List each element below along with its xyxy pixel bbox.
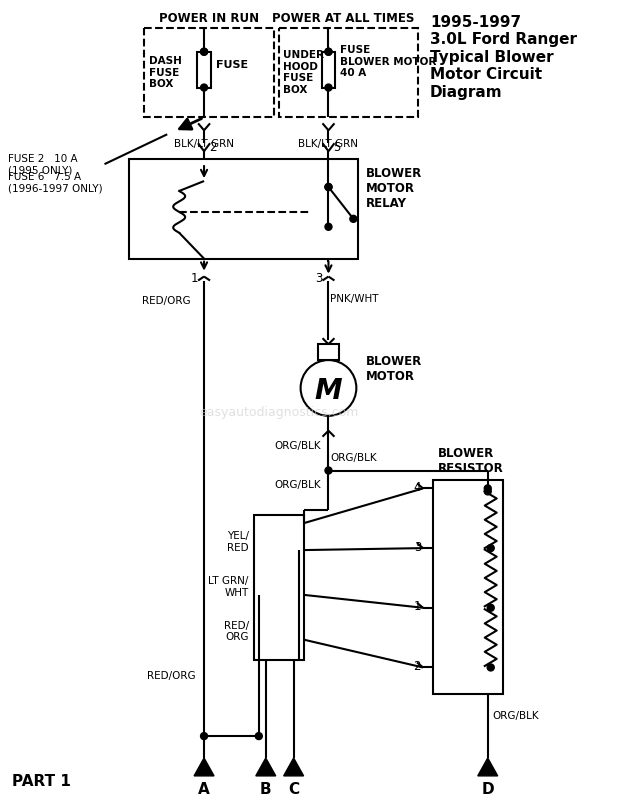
- Circle shape: [201, 48, 208, 55]
- Text: 1: 1: [190, 272, 198, 285]
- Bar: [129, 159, 358, 258]
- Circle shape: [201, 48, 208, 55]
- Text: PART 1: PART 1: [12, 774, 71, 789]
- Circle shape: [325, 223, 332, 230]
- Text: YEL/
RED: YEL/ RED: [227, 531, 249, 553]
- Text: BLK/LT GRN: BLK/LT GRN: [298, 139, 358, 150]
- Bar: [318, 344, 339, 360]
- Text: FUSE 6   7.5 A
(1996-1997 ONLY): FUSE 6 7.5 A (1996-1997 ONLY): [8, 172, 103, 194]
- Circle shape: [325, 84, 332, 91]
- Text: easyautodiagnostics.com: easyautodiagnostics.com: [199, 406, 358, 419]
- Circle shape: [325, 48, 332, 55]
- Circle shape: [487, 664, 494, 671]
- Circle shape: [255, 733, 262, 739]
- Text: BLOWER
MOTOR: BLOWER MOTOR: [366, 355, 423, 383]
- Text: RED/
ORG: RED/ ORG: [224, 621, 249, 642]
- Bar: [145, 28, 274, 118]
- Text: 2: 2: [413, 660, 421, 673]
- Text: B: B: [260, 782, 271, 797]
- Text: FUSE: FUSE: [216, 60, 248, 70]
- Text: ORG/BLK: ORG/BLK: [274, 481, 321, 490]
- Text: 3: 3: [413, 541, 421, 554]
- Circle shape: [325, 48, 332, 55]
- Text: BLOWER
RESISTOR: BLOWER RESISTOR: [438, 447, 504, 475]
- Text: 3: 3: [315, 272, 323, 285]
- Bar: [321, 52, 336, 87]
- Text: RED/ORG: RED/ORG: [142, 297, 190, 306]
- Text: PNK/WHT: PNK/WHT: [331, 294, 379, 305]
- Circle shape: [325, 467, 332, 474]
- Bar: [433, 481, 502, 694]
- Text: 5: 5: [334, 141, 341, 154]
- Circle shape: [325, 183, 332, 190]
- Circle shape: [201, 733, 208, 739]
- Text: RED/ORG: RED/ORG: [148, 671, 196, 682]
- Circle shape: [485, 488, 491, 495]
- Text: POWER AT ALL TIMES: POWER AT ALL TIMES: [272, 12, 415, 25]
- Circle shape: [487, 545, 494, 551]
- Text: POWER IN RUN: POWER IN RUN: [159, 12, 259, 25]
- Text: M: M: [315, 377, 342, 405]
- Bar: [279, 28, 418, 118]
- Text: ORG/BLK: ORG/BLK: [330, 453, 377, 462]
- Text: 4: 4: [413, 481, 421, 494]
- Polygon shape: [478, 758, 497, 776]
- Polygon shape: [256, 758, 276, 776]
- Polygon shape: [194, 758, 214, 776]
- Text: UNDER
HOOD
FUSE
BOX: UNDER HOOD FUSE BOX: [282, 50, 324, 95]
- Text: C: C: [288, 782, 299, 797]
- Polygon shape: [284, 758, 303, 776]
- Text: 1995-1997
3.0L Ford Ranger
Typical Blower
Motor Circuit
Diagram: 1995-1997 3.0L Ford Ranger Typical Blowe…: [430, 15, 577, 99]
- Bar: [254, 515, 303, 659]
- Text: ORG/BLK: ORG/BLK: [274, 441, 321, 450]
- Text: DASH
FUSE
BOX: DASH FUSE BOX: [150, 56, 182, 90]
- Circle shape: [325, 183, 332, 190]
- Circle shape: [300, 360, 357, 416]
- Text: ORG/BLK: ORG/BLK: [493, 711, 540, 722]
- Text: FUSE
BLOWER MOTOR
40 A: FUSE BLOWER MOTOR 40 A: [341, 45, 437, 78]
- Text: FUSE 2   10 A
(1995 ONLY): FUSE 2 10 A (1995 ONLY): [8, 154, 78, 176]
- Text: 1: 1: [413, 600, 421, 614]
- Circle shape: [201, 84, 208, 91]
- Circle shape: [487, 604, 494, 611]
- Text: D: D: [481, 782, 494, 797]
- Text: BLK/LT GRN: BLK/LT GRN: [174, 139, 234, 150]
- Bar: [197, 52, 211, 87]
- Text: BLOWER
MOTOR
RELAY: BLOWER MOTOR RELAY: [366, 167, 423, 210]
- Circle shape: [485, 485, 491, 492]
- Text: A: A: [198, 782, 210, 797]
- Text: 2: 2: [209, 141, 216, 154]
- Circle shape: [350, 215, 357, 222]
- Text: LT GRN/
WHT: LT GRN/ WHT: [208, 576, 249, 598]
